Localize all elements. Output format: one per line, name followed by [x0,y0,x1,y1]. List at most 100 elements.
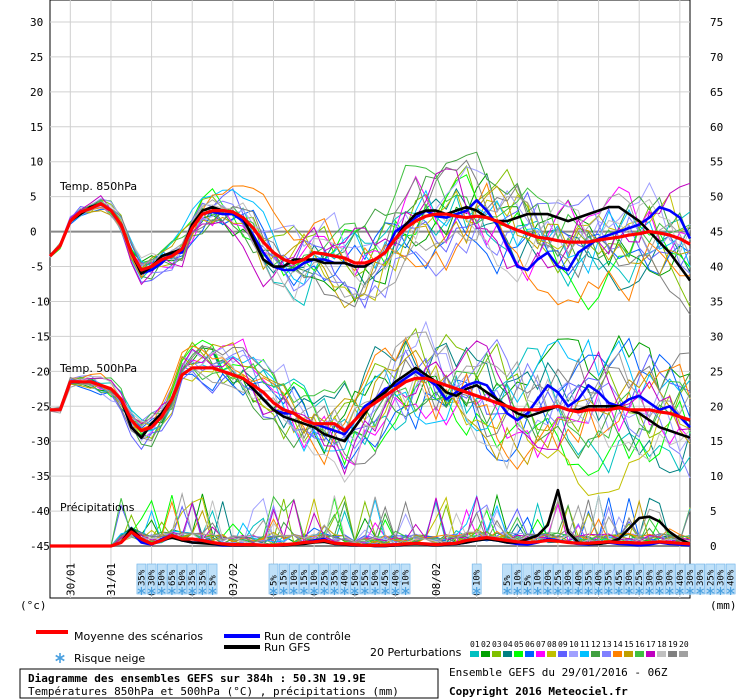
perturbation-swatch [470,651,479,657]
perturbation-line [49,151,691,280]
snow-risk-label: 30% [656,569,666,586]
snow-risk-label: 10% [473,569,483,586]
perturbation-swatch [668,651,677,657]
snow-risk-cell: 40% [339,563,351,595]
left-tick-label: -35 [30,470,50,483]
legend-mean-label: Moyenne des scénarios [74,630,203,643]
perturbation-swatch [591,651,600,657]
footer-ensemble: Ensemble GEFS du 29/01/2016 - 06Z [449,666,668,679]
perturbation-number: 05 [514,640,524,649]
snow-risk-label: 10% [310,569,320,586]
perturbation-number: 09 [558,640,568,649]
perturbation-line [49,340,691,476]
snow-risk-cell: 30% [664,563,676,595]
right-tick-label: 60 [710,121,723,134]
snow-risk-label: 50% [351,569,361,586]
left-tick-label: -45 [30,540,50,553]
left-tick-label: 20 [30,86,43,99]
snow-risk-label: 40% [574,569,584,586]
snow-risk-cell: 25% [634,563,645,595]
snow-risk-cell: 30% [715,563,726,595]
x-tick-label: 31/01 [105,563,118,596]
snow-risk-label: 50% [158,569,168,586]
snow-risk-label: 20% [544,569,554,586]
snow-risk-label: 30% [696,569,706,586]
right-tick-label: 25 [710,365,723,378]
perturbation-swatch [547,651,556,657]
snow-risk-cell: 10% [532,563,544,595]
left-tick-label: 0 [30,226,37,239]
snow-risk-label: 10% [534,569,544,586]
perturbation-swatch [481,651,490,657]
snow-risk-label: 25% [635,569,645,586]
left-tick-label: -40 [30,505,50,518]
perturbation-swatch [679,651,688,657]
snow-risk-cell: 25% [705,563,716,595]
series-lines [48,198,692,548]
snow-risk-label: 45% [615,569,625,586]
snow-risk-cell: 35% [197,563,208,595]
perturbation-number: 12 [591,640,601,649]
snow-risk-cell: 35% [329,563,340,595]
left-tick-label: 5 [30,191,37,204]
snow-risk-label: 5% [269,575,279,586]
left-tick-label: -5 [30,261,43,274]
snow-risk-label: 50% [371,569,381,586]
perturbation-swatch [558,651,567,657]
snow-risk-label: 65% [168,569,178,586]
panel-label-t850: Temp. 850hPa [59,180,137,193]
perturbation-line [49,159,691,315]
perturbation-swatch [492,651,501,657]
x-tick-label: 30/01 [64,563,77,596]
snow-risk-label: 45% [381,569,391,586]
snow-risk-cell: 35% [603,563,615,595]
perturbation-number: 02 [481,640,491,649]
perturbation-swatch [635,651,644,657]
left-tick-label: -20 [30,365,50,378]
snow-risk-label: 35% [137,569,147,586]
right-tick-label: 55 [710,156,723,169]
snow-risk-label: 15% [300,569,310,586]
snowflake-icon [55,653,65,663]
perturbation-line [49,336,691,471]
legend-gfs-label: Run GFS [264,641,310,654]
perturbation-number: 11 [580,640,590,649]
series-line-precip [50,530,691,548]
left-tick-label: -30 [30,435,50,448]
snow-risk-cell: 10% [289,563,300,595]
snow-risk-cell: 30% [654,563,666,595]
footer-subtitle: Températures 850hPa et 500hPa (°C) , pré… [28,685,399,698]
snow-risk-cell: 25% [553,563,564,595]
panel-label-t500: Temp. 500hPa [59,362,137,375]
snow-risk-label: 35% [330,569,340,586]
perturbation-number: 15 [624,640,634,649]
perturbation-number: 04 [503,640,513,649]
snow-risk-cell: 10% [309,563,320,595]
snow-risk-cell: 35% [136,563,147,595]
snow-risk-label: 5% [503,575,513,586]
snow-risk-row: 35% 30% 50% 65% 50% 35% 35% 5% 5% 15% 10% 15% 10% 25%… [136,563,737,595]
perturbation-swatch [657,651,666,657]
snow-risk-label: 5% [523,575,533,586]
left-tick-label: 15 [30,121,43,134]
snow-risk-cell: 30% [685,563,696,595]
snow-risk-label: 30% [686,569,696,586]
snow-risk-label: 25% [320,569,330,586]
snow-risk-label: 30% [564,569,574,586]
perturbation-line [49,193,691,299]
left-tick-label: 10 [30,156,43,169]
right-tick-label: 10 [710,470,723,483]
snow-risk-cell: 45% [614,563,625,595]
snow-risk-cell: 5% [502,563,513,595]
perturbation-swatch [624,651,633,657]
snow-risk-cell: 30% [563,563,574,595]
snow-risk-cell: 5% [268,563,279,595]
snow-risk-cell: 55% [360,563,371,595]
left-tick-label: 30 [30,16,43,29]
snow-risk-label: 55% [361,569,371,586]
perturbation-number: 20 [679,640,689,649]
perturbation-number: 06 [525,640,535,649]
perturbation-swatch [646,651,655,657]
right-tick-label: 75 [710,16,723,29]
snow-risk-label: 35% [198,569,208,586]
